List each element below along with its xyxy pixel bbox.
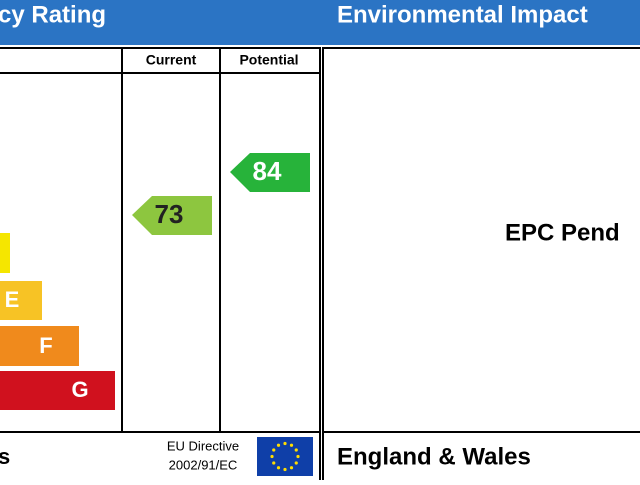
current-rating: 73 [155,199,184,229]
footer-region: England & Wales [337,443,531,470]
eu-flag [257,437,313,476]
potential-rating: 84 [253,156,282,186]
right-title: Environmental Impact [337,1,588,28]
potential-arrow [230,153,310,192]
band-letter: G [71,377,88,402]
flag-star [296,454,300,459]
band-d [0,233,10,273]
header-band [0,0,640,45]
flag-star [270,454,274,459]
flag-star [272,461,276,465]
flag-star [283,467,287,472]
status: EPC Pend [505,219,620,246]
potential-header: Potential [239,52,298,68]
flag-star [272,448,276,452]
band-g [0,371,115,410]
flag-star [289,443,294,447]
flag-star [289,466,294,470]
band-letter: F [39,333,52,358]
footer-region: s [0,444,10,469]
flag-star [283,441,287,446]
directive-line: EU Directive [167,438,239,453]
flag-star [276,443,281,447]
current-header: Current [146,52,197,68]
band-f [0,326,79,366]
flag-star [294,461,298,465]
flag-star [276,466,281,470]
band-e [0,281,42,320]
flag-star [294,448,298,452]
band-letter: E [5,287,20,312]
current-arrow [132,196,212,235]
right-frame [322,47,640,483]
directive-line: 2002/91/EC [169,457,238,472]
left-title: cy Rating [0,1,106,28]
left-frame [0,47,321,483]
